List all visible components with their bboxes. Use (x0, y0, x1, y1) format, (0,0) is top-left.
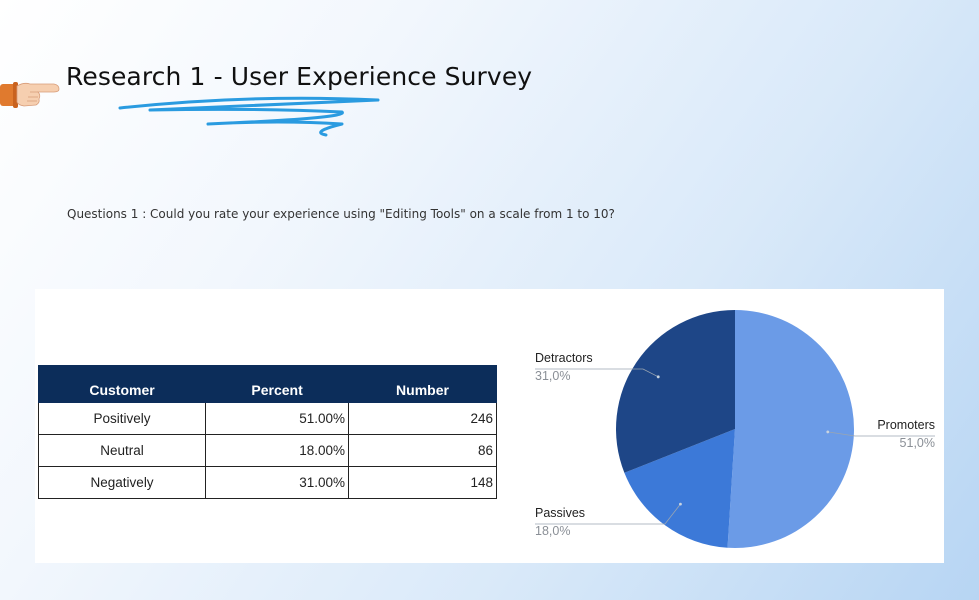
pie-leader-dot-detractors (656, 375, 660, 379)
pie-chart: Promoters 51,0% Passives 18,0% Detractors 31,… (535, 310, 935, 548)
pie-leader-line-detractors (535, 368, 659, 378)
title-underline-swoosh (118, 96, 380, 137)
results-panel: Customer Percent Number Positively 51.00… (35, 289, 944, 563)
header-percent: Percent (205, 365, 350, 403)
cell-percent: 31.00% (205, 466, 350, 499)
pie-leader-dot-passives (679, 502, 682, 506)
survey-question: Questions 1 : Could you rate your experi… (67, 207, 615, 221)
pie-leader-line-promoters (827, 431, 935, 437)
pie-value-detractors: 31,0% (535, 369, 570, 383)
cell-percent: 51.00% (205, 402, 350, 435)
pie-label-detractors: Detractors (535, 351, 593, 365)
pie-label-promoters: Promoters (877, 418, 935, 432)
table-row: Positively 51.00% 246 (37, 402, 497, 435)
pie-slice-detractors (616, 310, 735, 473)
pie-leader-line-passives (535, 503, 681, 525)
pie-value-passives: 18,0% (535, 524, 570, 538)
table-row: Negatively 31.00% 148 (37, 466, 497, 499)
pie-slice-promoters (727, 310, 855, 548)
pie-slice-passives (624, 429, 735, 548)
pie-value-promoters: 51,0% (900, 436, 935, 450)
cell-number: 246 (348, 402, 497, 435)
cell-number: 148 (348, 466, 497, 499)
header-number: Number (348, 365, 497, 403)
table-header-row: Customer Percent Number (37, 365, 497, 403)
page-title: Research 1 - User Experience Survey (66, 62, 533, 91)
pie-label-passives: Passives (535, 506, 585, 520)
cell-customer: Negatively (37, 466, 207, 499)
pointing-hand-icon (0, 82, 60, 108)
pie-leader-dot-promoters (826, 430, 830, 434)
header-customer: Customer (37, 365, 207, 403)
cell-customer: Neutral (37, 434, 207, 467)
table-row: Neutral 18.00% 86 (37, 434, 497, 467)
cell-customer: Positively (37, 402, 207, 435)
results-table: Customer Percent Number Positively 51.00… (37, 365, 497, 499)
cell-percent: 18.00% (205, 434, 350, 467)
